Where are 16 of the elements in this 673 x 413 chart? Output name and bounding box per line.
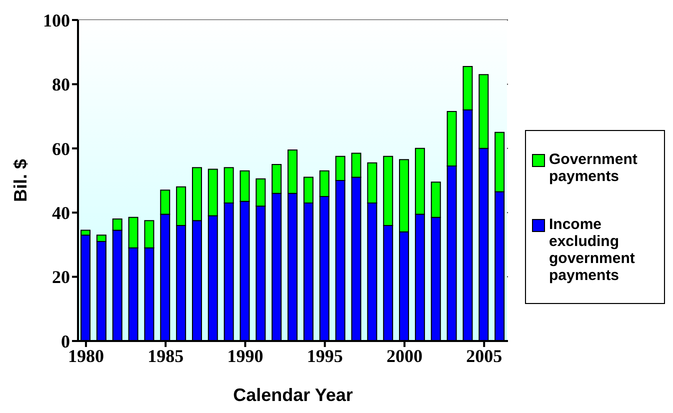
y-tick-label: 60 — [52, 138, 70, 159]
y-axis-title: Bil. $ — [10, 158, 30, 202]
legend-label: Income excluding government payments — [549, 216, 636, 284]
x-tick-label: 1985 — [148, 346, 184, 366]
x-tick-label: 2000 — [386, 346, 422, 366]
x-tick-label: 2005 — [466, 346, 502, 366]
legend-label: Government payments — [549, 150, 638, 184]
x-axis-title: Calendar Year — [233, 385, 353, 405]
y-tick-label: 100 — [43, 10, 70, 30]
y-tick-label: 40 — [52, 202, 70, 223]
y-tick-label: 20 — [52, 267, 70, 288]
y-tick-label: 0 — [61, 331, 70, 352]
x-tick-label: 1980 — [68, 346, 104, 366]
x-tick-label: 1990 — [227, 346, 264, 366]
y-tick-label: 80 — [52, 74, 70, 95]
x-tick-label: 1995 — [306, 346, 343, 366]
